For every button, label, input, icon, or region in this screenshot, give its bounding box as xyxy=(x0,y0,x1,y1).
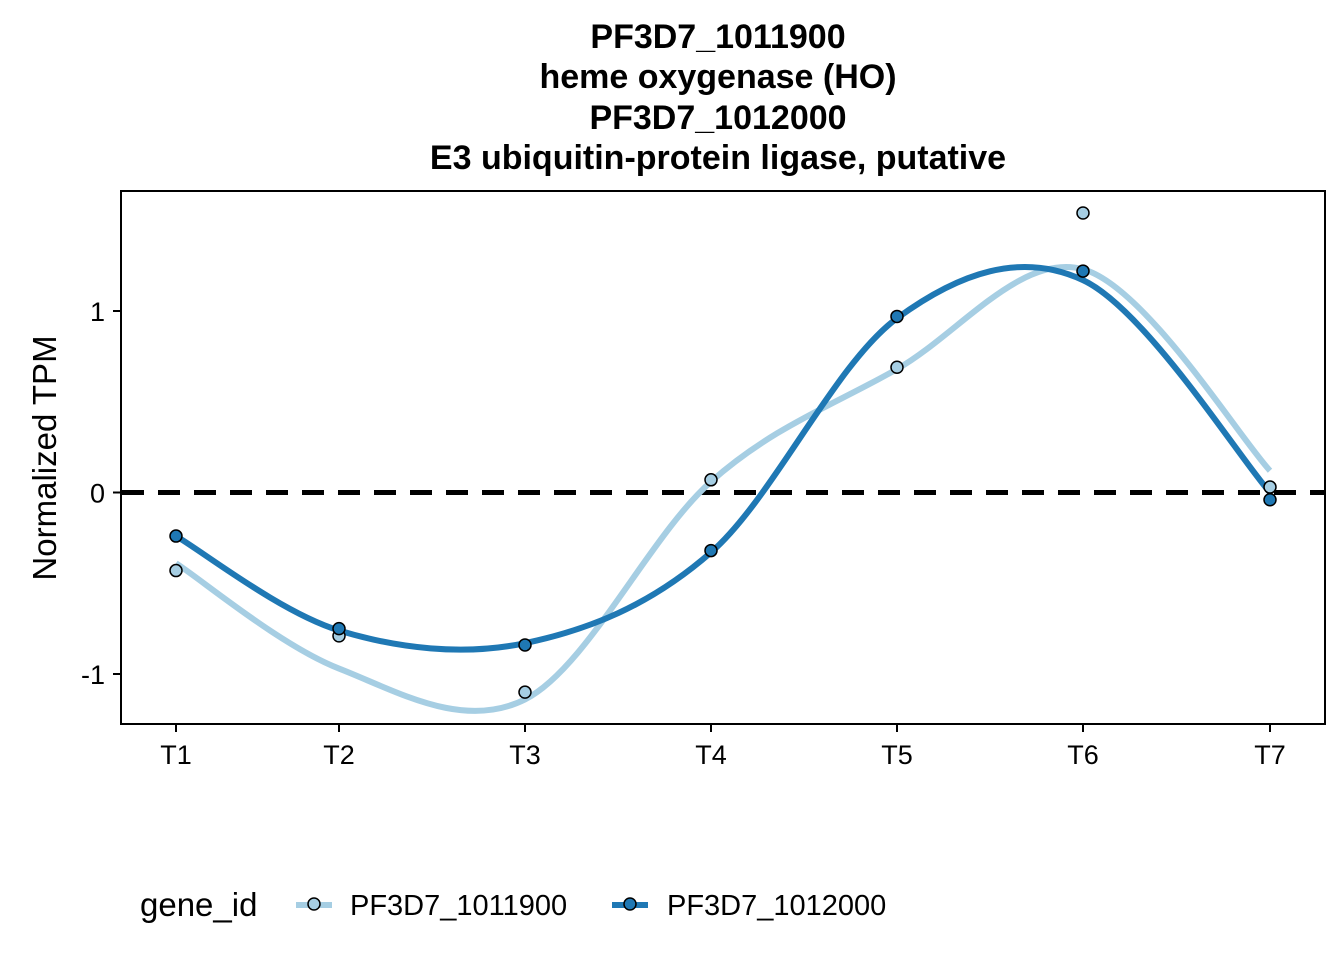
y-tick-label: -1 xyxy=(81,660,105,690)
x-tick-label: T1 xyxy=(160,740,192,770)
series-1-point xyxy=(1076,206,1090,220)
x-tick-label: T2 xyxy=(323,740,355,770)
series-2-point xyxy=(704,543,718,558)
x-axis: T1 T2 T3 T4 T5 T6 T7 xyxy=(160,724,1286,770)
y-axis-title: Normalized TPM xyxy=(26,335,63,580)
x-tick-label: T6 xyxy=(1067,740,1099,770)
legend-key-point xyxy=(623,897,637,911)
legend-label: PF3D7_1012000 xyxy=(667,890,886,922)
plot-panel xyxy=(120,190,1326,725)
y-tick-label: 1 xyxy=(90,297,105,327)
series-2-point xyxy=(518,638,532,652)
title-line-2: heme oxygenase (HO) xyxy=(539,58,896,96)
x-tick-label: T3 xyxy=(509,740,541,770)
series-2-point xyxy=(890,309,904,324)
series-lines xyxy=(174,264,1273,714)
series-2-point xyxy=(332,621,346,636)
y-axis: -1 0 1 xyxy=(81,297,121,690)
x-tick-label: T5 xyxy=(881,740,913,770)
x-tick-label: T7 xyxy=(1254,740,1286,770)
series-1-point xyxy=(169,563,183,578)
y-tick-label: 0 xyxy=(90,479,105,509)
series-1-point xyxy=(890,360,904,375)
legend-title: gene_id xyxy=(140,886,257,923)
series-2-point xyxy=(1263,493,1277,507)
series-1-point xyxy=(704,473,718,487)
x-tick-label: T4 xyxy=(695,740,727,770)
legend-label: PF3D7_1011900 xyxy=(350,890,567,922)
series-1-point xyxy=(1263,480,1277,494)
series-2-point xyxy=(169,529,183,543)
series-1-point xyxy=(518,685,532,699)
series-2-point xyxy=(1076,264,1090,278)
legend: gene_id PF3D7_1011900 PF3D7_1012000 xyxy=(140,886,886,923)
title-line-4: E3 ubiquitin-protein ligase, putative xyxy=(430,139,1006,177)
series-line-2 xyxy=(174,264,1273,653)
series-points xyxy=(169,206,1277,699)
legend-key-point xyxy=(307,897,321,911)
title-line-3: PF3D7_1012000 xyxy=(589,99,846,137)
chart-title: PF3D7_1011900 heme oxygenase (HO) PF3D7_… xyxy=(430,18,1006,177)
title-line-1: PF3D7_1011900 xyxy=(590,18,845,56)
series-line-1 xyxy=(174,264,1273,714)
